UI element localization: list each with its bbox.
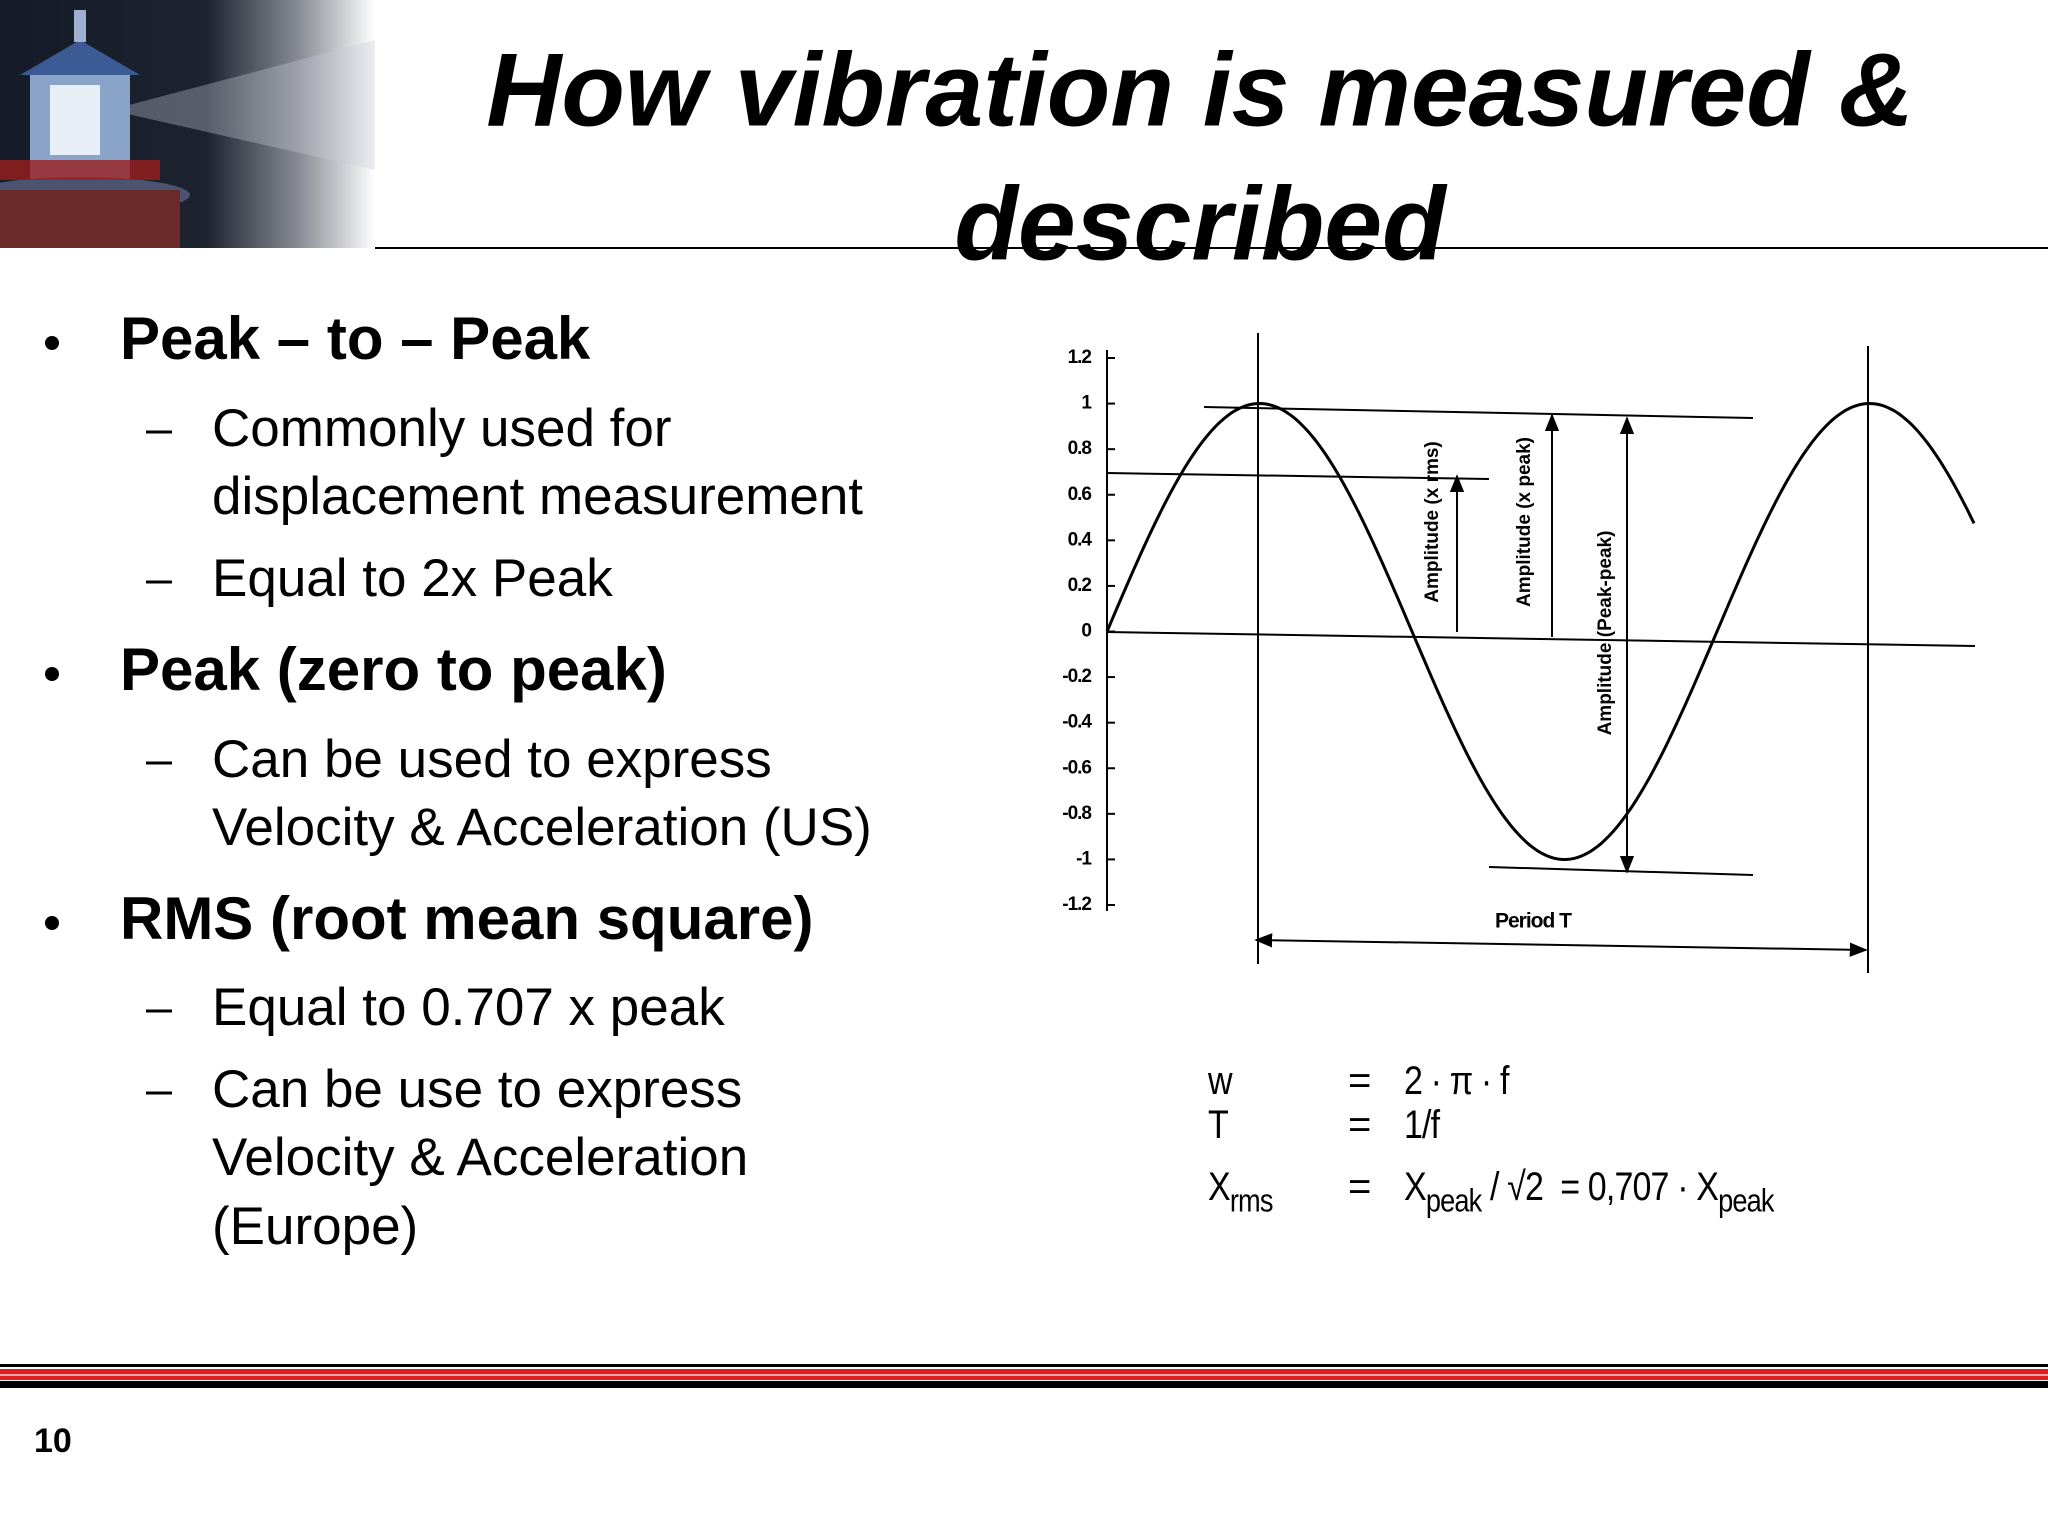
y-tick-label: -1 — [1076, 848, 1092, 869]
page-number: 10 — [34, 1422, 72, 1460]
formula-text: 1/f — [1404, 1101, 1441, 1146]
formula-text: X — [1208, 1163, 1230, 1208]
formula-text: / √2 = 0,707 · X — [1481, 1163, 1718, 1208]
formula-equals: = — [1348, 1165, 1371, 1209]
formula-text: w — [1207, 1057, 1233, 1102]
bullet-dot — [45, 667, 59, 681]
formula-part: 1/f — [1404, 1101, 1441, 1146]
formula-part: Xpeak / √2 = 0,707 · Xpeak — [1404, 1163, 1775, 1219]
sub-text: Commonly used for — [212, 399, 672, 458]
y-tick-label: 1 — [1081, 393, 1092, 414]
formula-part: Xrms — [1208, 1163, 1273, 1219]
formula-subscript: peak — [1718, 1183, 1775, 1219]
sub-text: Can be use to express — [212, 1060, 742, 1119]
y-tick-label: 0.8 — [1068, 438, 1092, 459]
formula-equals: = — [1348, 1059, 1371, 1103]
period-label: Period T — [1495, 910, 1572, 933]
y-tick-label: 0.2 — [1068, 575, 1092, 596]
formula-equals: = — [1348, 1103, 1371, 1147]
bullet-text: Peak (zero to peak) — [120, 636, 667, 703]
trough-line — [1488, 866, 1754, 876]
formula-text: 2 · π · f — [1404, 1057, 1510, 1102]
formula-text: X — [1404, 1163, 1426, 1208]
sub-text: Can be used to express — [212, 730, 772, 789]
sub-text: Velocity & Acceleration — [212, 1128, 748, 1187]
sub-text: (Europe) — [212, 1197, 418, 1256]
y-tick-label: -0.2 — [1062, 666, 1091, 687]
sub-text: Equal to 2x Peak — [212, 549, 613, 608]
sub-text: Equal to 0.707 x peak — [212, 978, 725, 1037]
y-tick-label: -0.8 — [1062, 803, 1091, 824]
sine-curve — [1105, 401, 1976, 861]
amplitude-label: Amplitude (Peak-peak) — [1595, 531, 1616, 736]
formula-part: T — [1208, 1101, 1228, 1146]
title-line: described — [954, 166, 1448, 282]
content: How vibration is measured & described Peak… — [34, 32, 1976, 1460]
bullet-dot — [45, 336, 59, 350]
formula-subscript: peak — [1426, 1183, 1483, 1219]
formula-text: T — [1208, 1101, 1228, 1146]
sub-text: displacement measurement — [212, 467, 863, 526]
y-tick-label: -1.2 — [1062, 894, 1091, 915]
peak-line — [1203, 406, 1754, 419]
y-tick-label: -0.6 — [1062, 757, 1091, 778]
bullet-dot — [45, 916, 59, 930]
y-tick-label: 0 — [1081, 621, 1091, 642]
amplitude-label: Amplitude (x rms) — [1422, 441, 1443, 603]
title-line: How vibration is measured & — [486, 32, 1913, 148]
y-tick-label: 0.6 — [1068, 484, 1092, 505]
bullet-text: Peak – to – Peak — [120, 305, 591, 372]
y-tick-label: 1.2 — [1068, 347, 1092, 368]
formula-part: w — [1207, 1057, 1233, 1102]
formula-part: 2 · π · f — [1404, 1057, 1510, 1102]
formula-subscript: rms — [1230, 1183, 1273, 1219]
y-tick-label: -0.4 — [1062, 712, 1092, 733]
header-logo — [0, 0, 375, 248]
rms-line — [1106, 472, 1490, 480]
y-tick-label: 0.4 — [1068, 529, 1093, 550]
sub-text: Velocity & Acceleration (US) — [212, 798, 872, 857]
footer-rule — [0, 1364, 2048, 1388]
amplitude-label: Amplitude (x peak) — [1514, 437, 1535, 607]
zero-line — [1106, 631, 1976, 647]
bullet-text: RMS (root mean square) — [120, 885, 813, 952]
period-arrow — [1254, 933, 1868, 957]
